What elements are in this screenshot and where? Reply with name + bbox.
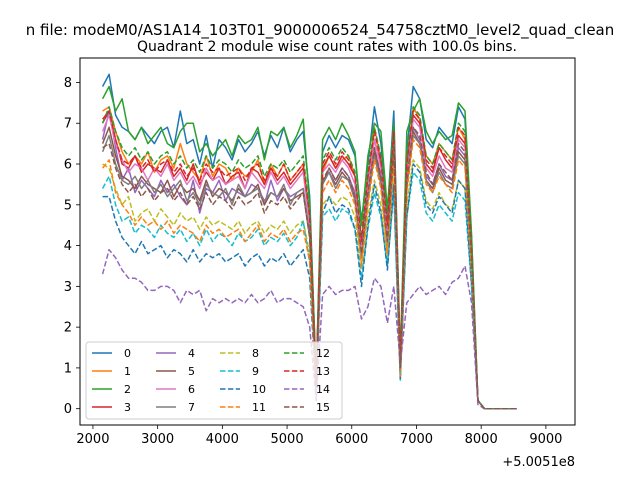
- y-tick-label: 8: [64, 76, 72, 91]
- x-tick-label: 5000: [271, 432, 304, 447]
- legend-label-9: 9: [252, 365, 259, 378]
- legend-label-13: 13: [316, 365, 330, 378]
- x-tick-label: 7000: [400, 432, 433, 447]
- series-line-8: [102, 159, 517, 410]
- legend-label-8: 8: [252, 347, 259, 360]
- legend-label-6: 6: [188, 383, 195, 396]
- series-line-10: [102, 163, 517, 410]
- legend-label-11: 11: [252, 401, 266, 414]
- x-tick-label: 6000: [335, 432, 368, 447]
- series-line-11: [102, 138, 517, 410]
- y-tick-label: 2: [64, 321, 72, 336]
- legend-label-0: 0: [124, 347, 131, 360]
- series-lines: [101, 73, 517, 410]
- x-tick-label: 2000: [76, 432, 109, 447]
- series-line-9: [101, 171, 517, 410]
- legend-label-4: 4: [188, 347, 195, 360]
- y-tick-label: 7: [64, 117, 72, 132]
- legend-label-3: 3: [124, 401, 131, 414]
- series-line-14: [101, 248, 517, 410]
- y-axis: 0 1 2 3 4 5 6 7 8: [64, 76, 80, 417]
- chart-title: Quadrant 2 module wise count rates with …: [137, 39, 517, 55]
- series-line-15: [102, 126, 517, 410]
- series-line-2: [101, 85, 517, 410]
- y-tick-label: 5: [64, 198, 72, 213]
- y-tick-label: 1: [64, 361, 72, 376]
- legend-label-15: 15: [316, 401, 330, 414]
- figure-suptitle: n file: modeM0/AS1A14_103T01_9000006524_…: [26, 21, 615, 40]
- x-tick-label: 4000: [206, 432, 239, 447]
- legend-label-2: 2: [124, 383, 131, 396]
- x-tick-label: 3000: [141, 432, 174, 447]
- x-offset-label: +5.0051e8: [502, 455, 575, 470]
- y-tick-label: 4: [64, 239, 72, 254]
- x-tick-label: 8000: [465, 432, 498, 447]
- series-line-7: [101, 134, 517, 410]
- legend-label-1: 1: [124, 365, 131, 378]
- legend-label-14: 14: [316, 383, 330, 396]
- plot-frame: [79, 57, 576, 426]
- y-tick-label: 6: [64, 158, 72, 173]
- legend-label-7: 7: [188, 401, 195, 414]
- y-tick-label: 3: [64, 280, 72, 295]
- y-tick-label: 0: [64, 402, 72, 417]
- legend-label-12: 12: [316, 347, 330, 360]
- legend-box: [85, 341, 343, 420]
- series-line-13: [102, 110, 517, 410]
- legend-label-5: 5: [188, 365, 195, 378]
- legend-label-10: 10: [252, 383, 266, 396]
- x-axis: 2000 3000 4000 5000 6000 7000 8000 9000: [76, 425, 562, 447]
- x-tick-label: 9000: [529, 432, 562, 447]
